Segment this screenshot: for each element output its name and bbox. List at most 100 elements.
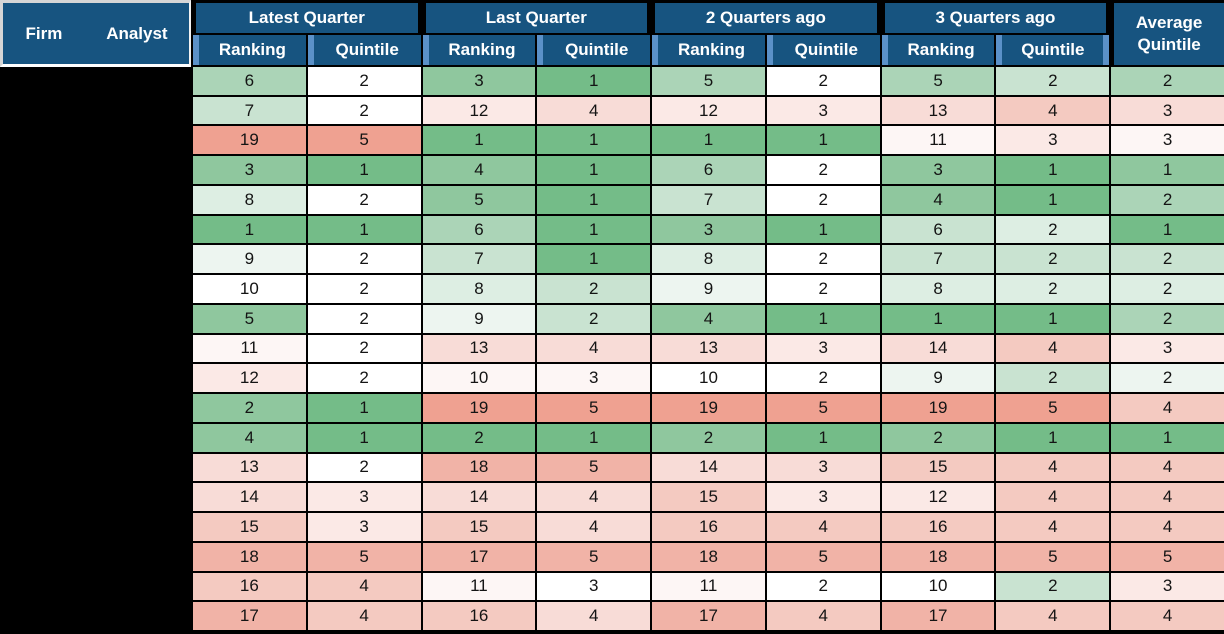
sub-header-ranking-1: Ranking bbox=[193, 35, 306, 65]
grid-cell: 2 bbox=[1111, 185, 1224, 214]
sub-header-quintile-2: Quintile bbox=[537, 35, 651, 65]
grid-cell: 4 bbox=[1111, 602, 1224, 630]
grid-cell: 15 bbox=[193, 513, 306, 541]
grid-cell: 17 bbox=[652, 602, 765, 630]
group-header-3: 2 Quarters ago bbox=[655, 3, 877, 33]
grid-cell: 2 bbox=[193, 394, 306, 422]
grid-cell: 4 bbox=[996, 483, 1110, 512]
grid-cell: 16 bbox=[422, 602, 536, 630]
grid-cell: 1 bbox=[881, 304, 995, 333]
grid-cell: 5 bbox=[652, 67, 765, 95]
grid-cell: 2 bbox=[1111, 275, 1224, 303]
grid-cell: 16 bbox=[881, 513, 995, 541]
grid-cell: 10 bbox=[422, 364, 536, 393]
grid-cell: 15 bbox=[881, 453, 995, 482]
grid-cell: 1 bbox=[996, 423, 1110, 452]
grid-cell: 11 bbox=[881, 126, 995, 155]
grid-cell: 2 bbox=[766, 364, 880, 393]
grid-cell: 5 bbox=[307, 126, 421, 155]
grid-cell: 4 bbox=[766, 602, 880, 630]
analyst-column-header: Analyst bbox=[106, 23, 168, 43]
grid-cell: 6 bbox=[881, 215, 995, 244]
grid-cell: 2 bbox=[307, 96, 421, 125]
grid-cell: 8 bbox=[193, 185, 306, 214]
grid-cell: 14 bbox=[422, 483, 536, 512]
grid-cell: 19 bbox=[193, 126, 306, 155]
average-quintile-header-line: Quintile bbox=[1137, 35, 1201, 54]
grid-cell: 4 bbox=[307, 572, 421, 601]
grid-cell: 1 bbox=[1111, 156, 1224, 184]
grid-cell: 19 bbox=[881, 394, 995, 422]
grid-cell: 1 bbox=[766, 126, 880, 155]
grid-cell: 1 bbox=[537, 215, 651, 244]
grid-cell: 9 bbox=[652, 275, 765, 303]
grid-cell: 4 bbox=[307, 602, 421, 630]
grid-cell: 1 bbox=[307, 215, 421, 244]
grid-cell: 1 bbox=[996, 156, 1110, 184]
grid-cell: 5 bbox=[766, 542, 880, 571]
grid-cell: 18 bbox=[422, 453, 536, 482]
grid-cell: 2 bbox=[307, 67, 421, 95]
grid-cell: 2 bbox=[766, 185, 880, 214]
grid-cell: 13 bbox=[652, 334, 765, 363]
grid-cell: 3 bbox=[537, 572, 651, 601]
grid-cell: 3 bbox=[1111, 572, 1224, 601]
group-header-2: Last Quarter bbox=[425, 3, 648, 33]
grid-cell: 2 bbox=[307, 245, 421, 274]
grid-cell: 7 bbox=[881, 245, 995, 274]
grid-cell: 4 bbox=[422, 156, 536, 184]
grid-cell: 4 bbox=[996, 334, 1110, 363]
grid-cell: 7 bbox=[422, 245, 536, 274]
grid-cell: 2 bbox=[307, 453, 421, 482]
grid-cell: 4 bbox=[537, 602, 651, 630]
grid-cell: 1 bbox=[537, 245, 651, 274]
grid-cell: 1 bbox=[1111, 215, 1224, 244]
grid-cell: 2 bbox=[996, 275, 1110, 303]
grid-cell: 4 bbox=[996, 602, 1110, 630]
grid-cell: 1 bbox=[537, 185, 651, 214]
grid-cell: 5 bbox=[307, 542, 421, 571]
grid-cell: 10 bbox=[652, 364, 765, 393]
grid-cell: 4 bbox=[1111, 453, 1224, 482]
sub-header-quintile-3: Quintile bbox=[766, 35, 880, 65]
grid-cell: 8 bbox=[652, 245, 765, 274]
grid-cell: 4 bbox=[1111, 394, 1224, 422]
redacted-firm-analyst-data bbox=[0, 67, 191, 634]
grid-cell: 1 bbox=[422, 126, 536, 155]
grid-cell: 3 bbox=[766, 483, 880, 512]
grid-cell: 4 bbox=[537, 483, 651, 512]
grid-cell: 3 bbox=[996, 126, 1110, 155]
grid-cell: 4 bbox=[193, 423, 306, 452]
grid-cell: 2 bbox=[766, 67, 880, 95]
sub-header-ranking-4: Ranking bbox=[881, 35, 995, 65]
grid-cell: 5 bbox=[881, 67, 995, 95]
grid-cell: 5 bbox=[193, 304, 306, 333]
grid-cell: 11 bbox=[652, 572, 765, 601]
sub-header-ranking-2: Ranking bbox=[422, 35, 536, 65]
grid-cell: 2 bbox=[996, 245, 1110, 274]
grid-cell: 1 bbox=[537, 156, 651, 184]
grid-cell: 16 bbox=[193, 572, 306, 601]
grid-cell: 4 bbox=[1111, 483, 1224, 512]
grid-cell: 8 bbox=[881, 275, 995, 303]
grid-cell: 3 bbox=[537, 364, 651, 393]
grid-cell: 1 bbox=[307, 394, 421, 422]
grid-cell: 19 bbox=[652, 394, 765, 422]
grid-cell: 10 bbox=[193, 275, 306, 303]
grid-cell: 3 bbox=[1111, 126, 1224, 155]
grid-cell: 2 bbox=[766, 156, 880, 184]
grid-cell: 18 bbox=[193, 542, 306, 571]
grid-cell: 2 bbox=[996, 67, 1110, 95]
group-header-1: Latest Quarter bbox=[196, 3, 418, 33]
grid-cell: 19 bbox=[422, 394, 536, 422]
grid-cell: 1 bbox=[766, 423, 880, 452]
sub-header-quintile-4: Quintile bbox=[996, 35, 1110, 65]
grid-cell: 12 bbox=[881, 483, 995, 512]
grid-cell: 1 bbox=[193, 215, 306, 244]
grid-cell: 12 bbox=[193, 364, 306, 393]
grid-cell: 16 bbox=[652, 513, 765, 541]
grid-cell: 9 bbox=[193, 245, 306, 274]
grid-cell: 13 bbox=[881, 96, 995, 125]
quarters-ranking-grid: Latest Quarter Last Quarter 2 Quarters ago… bbox=[193, 3, 1224, 632]
grid-cell: 14 bbox=[652, 453, 765, 482]
